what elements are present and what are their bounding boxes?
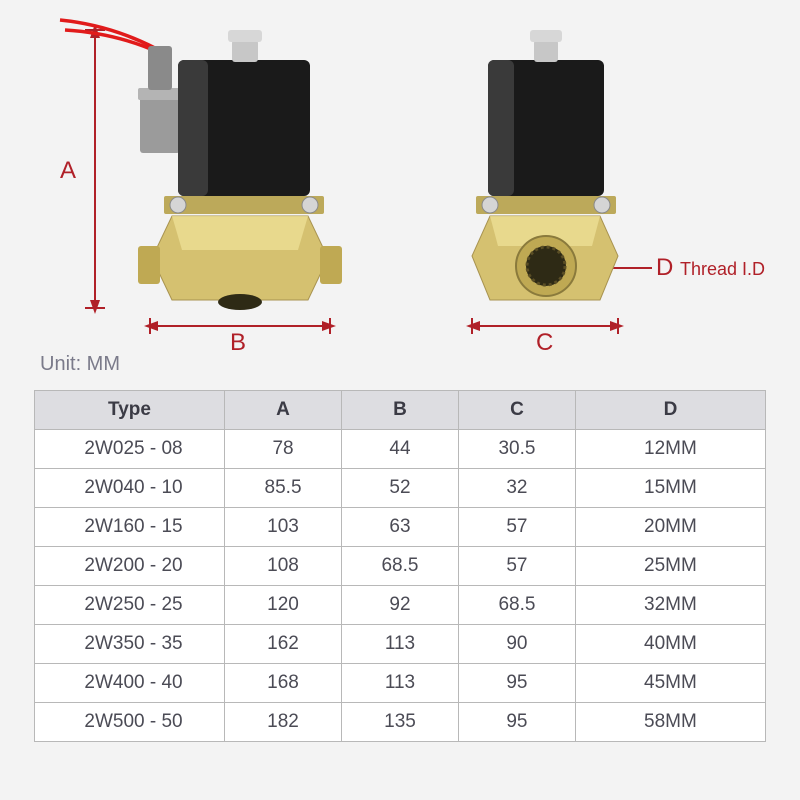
value-cell: 182 bbox=[225, 703, 342, 742]
col-header-d: D bbox=[575, 391, 765, 430]
value-cell: 103 bbox=[225, 508, 342, 547]
value-cell: 57 bbox=[458, 547, 575, 586]
col-header-type: Type bbox=[35, 391, 225, 430]
diagram-region: A B bbox=[0, 0, 800, 380]
valve-front-view: A B bbox=[0, 0, 420, 360]
value-cell: 68.5 bbox=[458, 586, 575, 625]
table-row: 2W250 - 251209268.532MM bbox=[35, 586, 766, 625]
value-cell: 120 bbox=[225, 586, 342, 625]
value-cell: 32MM bbox=[575, 586, 765, 625]
value-cell: 52 bbox=[342, 469, 459, 508]
thread-id-label: Thread I.D bbox=[680, 259, 765, 279]
value-cell: 90 bbox=[458, 625, 575, 664]
value-cell: 168 bbox=[225, 664, 342, 703]
unit-label: Unit: MM bbox=[40, 353, 120, 376]
type-cell: 2W160 - 15 bbox=[35, 508, 225, 547]
table-row: 2W200 - 2010868.55725MM bbox=[35, 547, 766, 586]
valve-side-view: C D Thread I.D bbox=[400, 0, 800, 360]
spec-table-region: TypeABCD 2W025 - 08784430.512MM2W040 - 1… bbox=[0, 380, 800, 742]
dim-c-label: C bbox=[536, 329, 553, 356]
col-header-a: A bbox=[225, 391, 342, 430]
value-cell: 162 bbox=[225, 625, 342, 664]
value-cell: 113 bbox=[342, 664, 459, 703]
value-cell: 63 bbox=[342, 508, 459, 547]
value-cell: 58MM bbox=[575, 703, 765, 742]
dimension-c: C bbox=[466, 318, 624, 356]
type-cell: 2W500 - 50 bbox=[35, 703, 225, 742]
type-cell: 2W400 - 40 bbox=[35, 664, 225, 703]
value-cell: 78 bbox=[225, 430, 342, 469]
dim-d-label: D bbox=[656, 254, 673, 281]
dimension-a: A bbox=[60, 24, 105, 314]
value-cell: 108 bbox=[225, 547, 342, 586]
value-cell: 20MM bbox=[575, 508, 765, 547]
value-cell: 85.5 bbox=[225, 469, 342, 508]
type-cell: 2W025 - 08 bbox=[35, 430, 225, 469]
value-cell: 95 bbox=[458, 703, 575, 742]
value-cell: 135 bbox=[342, 703, 459, 742]
col-header-c: C bbox=[458, 391, 575, 430]
value-cell: 45MM bbox=[575, 664, 765, 703]
value-cell: 30.5 bbox=[458, 430, 575, 469]
type-cell: 2W350 - 35 bbox=[35, 625, 225, 664]
value-cell: 92 bbox=[342, 586, 459, 625]
value-cell: 40MM bbox=[575, 625, 765, 664]
value-cell: 68.5 bbox=[342, 547, 459, 586]
table-row: 2W040 - 1085.5523215MM bbox=[35, 469, 766, 508]
value-cell: 113 bbox=[342, 625, 459, 664]
dim-b-label: B bbox=[230, 329, 246, 356]
table-row: 2W500 - 501821359558MM bbox=[35, 703, 766, 742]
table-row: 2W025 - 08784430.512MM bbox=[35, 430, 766, 469]
value-cell: 12MM bbox=[575, 430, 765, 469]
value-cell: 95 bbox=[458, 664, 575, 703]
table-row: 2W160 - 15103635720MM bbox=[35, 508, 766, 547]
dimension-b: B bbox=[144, 318, 336, 356]
value-cell: 44 bbox=[342, 430, 459, 469]
value-cell: 32 bbox=[458, 469, 575, 508]
dimension-d: D Thread I.D bbox=[594, 254, 765, 281]
value-cell: 57 bbox=[458, 508, 575, 547]
value-cell: 15MM bbox=[575, 469, 765, 508]
dim-a-label: A bbox=[60, 157, 76, 184]
type-cell: 2W250 - 25 bbox=[35, 586, 225, 625]
table-row: 2W350 - 351621139040MM bbox=[35, 625, 766, 664]
value-cell: 25MM bbox=[575, 547, 765, 586]
col-header-b: B bbox=[342, 391, 459, 430]
spec-table: TypeABCD 2W025 - 08784430.512MM2W040 - 1… bbox=[34, 390, 766, 742]
type-cell: 2W040 - 10 bbox=[35, 469, 225, 508]
type-cell: 2W200 - 20 bbox=[35, 547, 225, 586]
table-row: 2W400 - 401681139545MM bbox=[35, 664, 766, 703]
